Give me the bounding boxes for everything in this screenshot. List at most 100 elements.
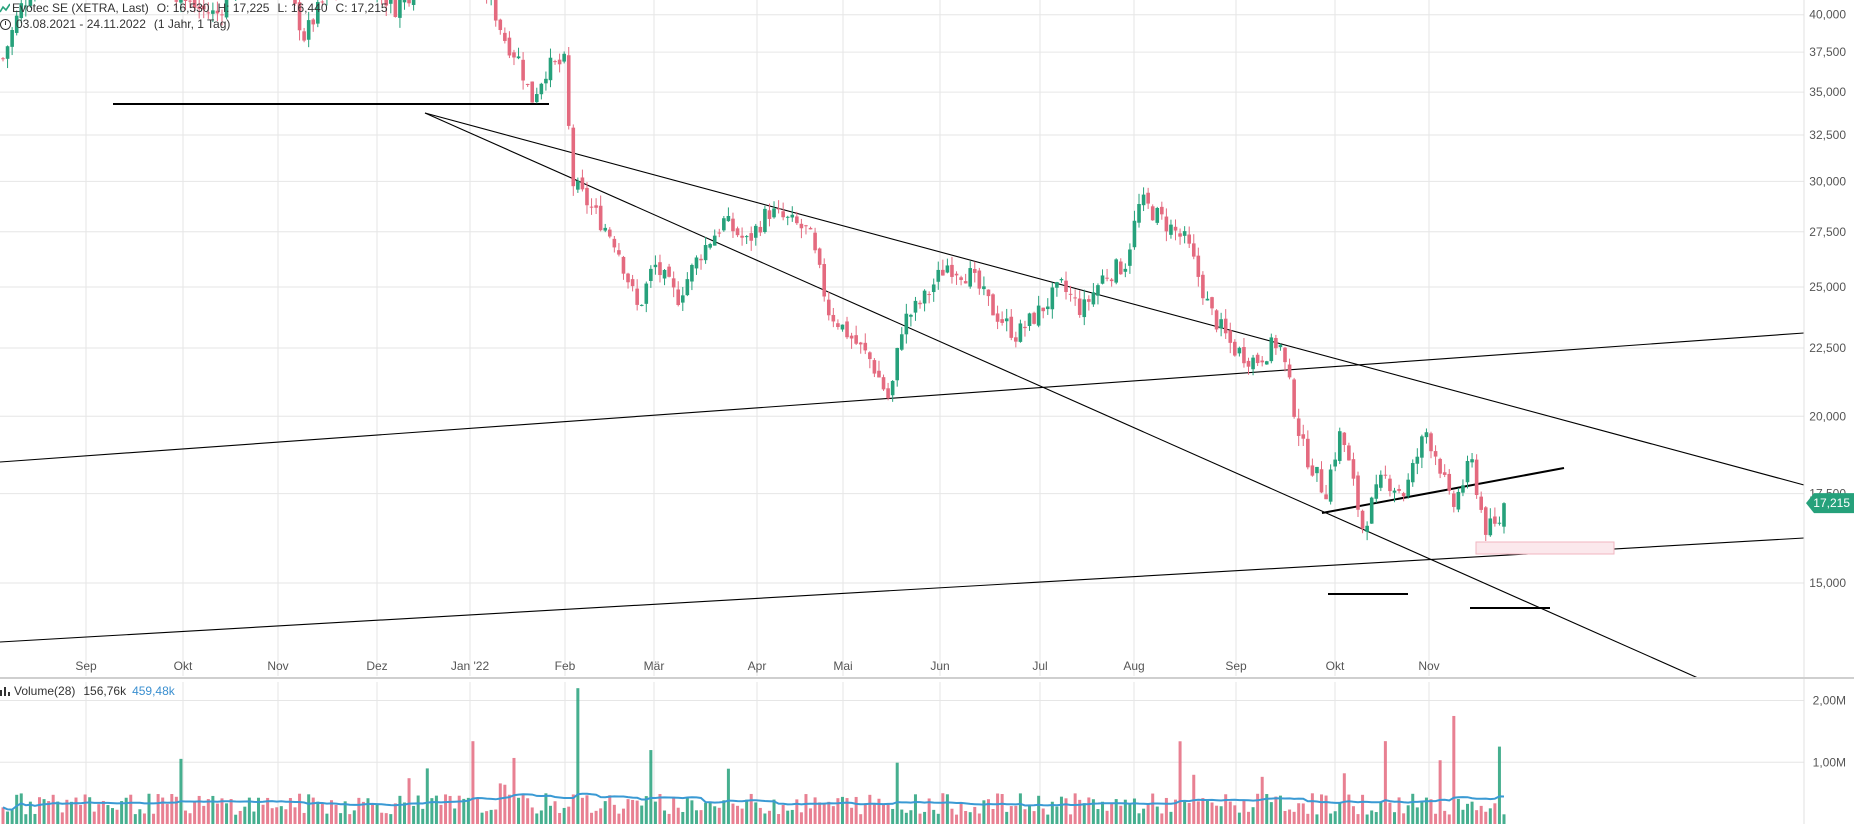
open-value: O: 16,530: [156, 1, 210, 15]
volume-bar: [973, 806, 977, 824]
candle: [941, 259, 945, 276]
candle: [1283, 347, 1287, 372]
volume-bar: [612, 804, 616, 824]
volume-bar: [822, 803, 826, 824]
candle: [662, 268, 667, 286]
candle-body: [1401, 493, 1406, 497]
volume-bar: [1420, 801, 1424, 824]
time-tick-label: Jan '22: [451, 659, 490, 673]
volume-bar: [685, 797, 689, 824]
candle-body: [393, 0, 398, 17]
volume-bar: [882, 804, 886, 824]
volume-bar: [1251, 807, 1255, 824]
volume-bar: [88, 797, 92, 824]
candle: [667, 263, 671, 278]
volume-bar: [133, 814, 137, 824]
candle-body: [1219, 319, 1223, 329]
candle: [753, 223, 758, 246]
candle: [498, 18, 503, 35]
candle: [201, 0, 206, 19]
candle: [19, 0, 24, 24]
candle-body: [1050, 287, 1055, 310]
candle: [790, 206, 795, 222]
candle: [407, 0, 411, 7]
candle: [315, 0, 320, 28]
volume-bar: [945, 794, 949, 824]
candle-body: [785, 216, 790, 218]
volume-bar: [977, 813, 981, 824]
volume-bar: [389, 814, 393, 824]
candle: [826, 291, 831, 321]
candle-body: [1351, 459, 1356, 479]
volume-bar: [681, 811, 685, 824]
candle-body: [1073, 297, 1077, 299]
candle-body: [1301, 434, 1306, 439]
candle-body: [589, 206, 594, 208]
candle: [950, 256, 954, 284]
candle-body: [1287, 364, 1292, 378]
volume-bar: [1050, 801, 1054, 824]
volume-bar: [51, 794, 55, 824]
candle: [1315, 466, 1319, 482]
candle: [617, 243, 621, 257]
candle-body: [959, 277, 963, 280]
candle-body: [407, 0, 411, 4]
volume-bar: [1452, 715, 1456, 824]
volume-bar: [202, 805, 206, 824]
volume-bar: [138, 809, 142, 824]
volume-bar: [726, 768, 730, 824]
date-range: 03.08.2021 - 24.11.2022: [16, 17, 146, 31]
candle-body: [1004, 318, 1009, 322]
candle-body: [1082, 299, 1087, 318]
candle: [1337, 427, 1342, 465]
candle: [936, 261, 941, 290]
candle-body: [1091, 292, 1096, 305]
candle: [1342, 431, 1347, 453]
candle-body: [1347, 445, 1351, 461]
candle-body: [680, 295, 685, 303]
candle-body: [1242, 347, 1246, 364]
candle: [326, 0, 328, 6]
candle: [306, 11, 311, 48]
volume-bar: [334, 804, 338, 824]
candle: [1137, 193, 1141, 228]
volume-bar: [33, 813, 37, 824]
volume-bar: [521, 794, 525, 824]
volume-bar: [1082, 803, 1086, 824]
candle-body: [1233, 341, 1237, 356]
candle: [795, 211, 799, 225]
candle: [722, 215, 726, 232]
candle-body: [1187, 234, 1192, 244]
volume-bar: [402, 802, 406, 824]
volume-bar: [777, 814, 781, 824]
candle: [995, 305, 1000, 330]
candle: [1164, 208, 1169, 242]
candle-body: [776, 208, 781, 210]
candle: [1424, 428, 1429, 444]
candle-body: [795, 216, 799, 224]
volume-bar: [649, 750, 653, 824]
candle-body: [1429, 433, 1433, 452]
volume-bar: [1233, 805, 1237, 824]
candle-body: [571, 127, 576, 187]
candle-body: [512, 52, 516, 58]
volume-bar: [325, 813, 329, 824]
candle-body: [557, 59, 562, 65]
candle-body: [192, 0, 197, 8]
candle: [945, 258, 950, 274]
time-tick-label: Okt: [174, 659, 193, 673]
candle: [895, 347, 900, 387]
candle-body: [1474, 459, 1479, 495]
volume-bar: [1466, 803, 1470, 824]
candle-body: [553, 61, 557, 63]
candle: [1488, 508, 1493, 537]
volume-bar: [475, 797, 479, 824]
candle: [639, 304, 644, 307]
candle-body: [977, 270, 982, 289]
volume-bar: [343, 801, 347, 824]
volume-bar: [827, 801, 831, 824]
candle: [512, 49, 516, 66]
candle-body: [1497, 522, 1502, 524]
volume-bar: [1301, 803, 1305, 824]
price-axis: 15,00017,50020,00022,50025,00027,50030,0…: [1803, 0, 1846, 824]
